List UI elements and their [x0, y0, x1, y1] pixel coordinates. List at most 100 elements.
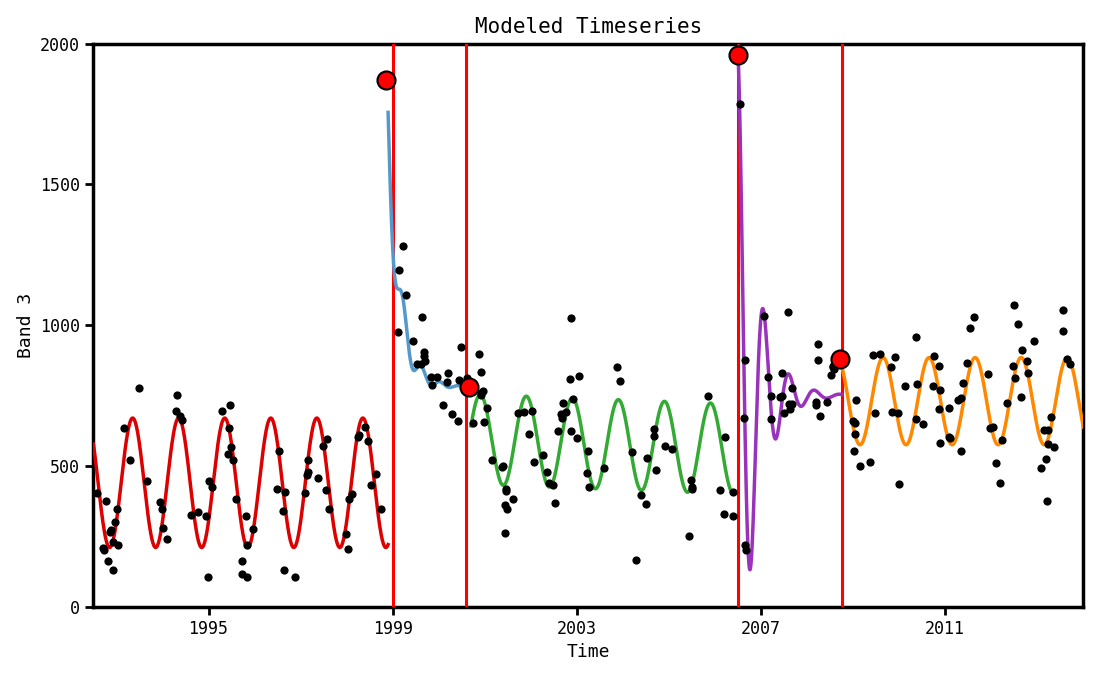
- Point: [882, 362, 900, 373]
- Point: [318, 433, 336, 444]
- Point: [394, 241, 411, 252]
- Point: [96, 544, 113, 555]
- Point: [844, 416, 861, 426]
- Point: [846, 428, 864, 439]
- Point: [755, 310, 772, 321]
- Point: [238, 511, 255, 521]
- Point: [107, 516, 124, 527]
- Title: Modeled Timeseries: Modeled Timeseries: [475, 17, 702, 37]
- Point: [296, 488, 314, 499]
- Point: [940, 432, 958, 443]
- Point: [949, 395, 967, 405]
- Point: [1054, 325, 1071, 336]
- Point: [1009, 319, 1026, 330]
- Point: [397, 290, 415, 300]
- Point: [564, 393, 582, 404]
- Point: [648, 465, 666, 476]
- Point: [931, 403, 948, 414]
- Point: [412, 359, 430, 370]
- Point: [595, 463, 613, 474]
- Point: [1006, 373, 1024, 384]
- Point: [233, 555, 251, 566]
- Point: [405, 336, 422, 346]
- Point: [220, 422, 238, 433]
- Point: [189, 506, 207, 517]
- Point: [952, 446, 969, 457]
- Point: [940, 432, 958, 443]
- Point: [101, 527, 119, 538]
- Point: [979, 369, 997, 380]
- Point: [315, 441, 332, 452]
- Point: [204, 481, 221, 492]
- Point: [475, 417, 493, 428]
- Point: [498, 504, 516, 515]
- Point: [931, 384, 948, 395]
- Point: [516, 407, 534, 418]
- Point: [807, 397, 825, 407]
- Point: [534, 450, 551, 460]
- Point: [224, 454, 242, 465]
- Point: [116, 422, 133, 433]
- Point: [337, 529, 354, 540]
- X-axis label: Time: Time: [566, 643, 610, 661]
- Point: [1032, 462, 1049, 473]
- Point: [759, 372, 777, 383]
- Point: [646, 431, 663, 441]
- Point: [153, 504, 170, 515]
- Point: [299, 467, 317, 478]
- Point: [1004, 300, 1022, 311]
- Point: [233, 568, 251, 579]
- Point: [890, 407, 908, 418]
- Point: [478, 403, 496, 414]
- Point: [638, 498, 656, 509]
- Point: [434, 400, 452, 411]
- Point: [762, 391, 780, 402]
- Point: [1019, 355, 1036, 366]
- Point: [550, 426, 568, 437]
- Point: [496, 527, 514, 538]
- Point: [99, 555, 117, 566]
- Point: [472, 390, 490, 401]
- Point: [359, 436, 376, 447]
- Point: [104, 565, 122, 576]
- Point: [222, 441, 240, 452]
- Point: [108, 504, 125, 515]
- Point: [424, 380, 441, 391]
- Point: [546, 498, 563, 508]
- Point: [725, 511, 742, 521]
- Point: [299, 454, 317, 465]
- Point: [715, 508, 733, 519]
- Point: [372, 503, 389, 514]
- Point: [818, 397, 836, 407]
- Point: [955, 378, 972, 388]
- Point: [683, 482, 701, 493]
- Point: [871, 348, 889, 359]
- Point: [496, 500, 514, 511]
- Point: [861, 457, 879, 468]
- Point: [504, 493, 521, 504]
- Point: [683, 483, 701, 494]
- Point: [1013, 344, 1031, 355]
- Point: [991, 477, 1009, 488]
- Point: [569, 432, 586, 443]
- Point: [824, 361, 842, 372]
- Point: [988, 458, 1005, 468]
- Point: [1062, 359, 1079, 370]
- Point: [735, 412, 752, 423]
- Point: [350, 432, 367, 443]
- Point: [221, 399, 239, 410]
- Point: [390, 265, 408, 276]
- Point: [199, 572, 217, 582]
- Point: [737, 540, 755, 551]
- Point: [474, 386, 492, 397]
- Point: [886, 352, 903, 363]
- Point: [608, 361, 626, 372]
- Point: [627, 555, 645, 565]
- Point: [168, 389, 186, 400]
- Point: [736, 355, 754, 366]
- Point: [414, 311, 431, 322]
- Point: [781, 403, 799, 414]
- Point: [130, 383, 147, 394]
- Point: [783, 398, 801, 409]
- Point: [632, 490, 650, 500]
